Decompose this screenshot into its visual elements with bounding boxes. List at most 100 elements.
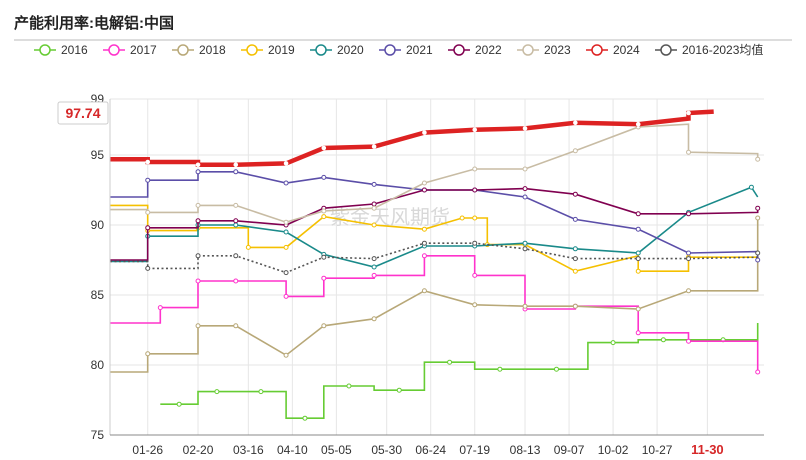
legend-swatch-marker	[384, 44, 396, 56]
x-tick-label: 09-07	[554, 443, 585, 457]
legend-swatch-marker	[591, 44, 603, 56]
series-marker-2023	[755, 156, 761, 162]
legend-label: 2022	[475, 43, 502, 57]
series-marker-2024	[472, 127, 478, 133]
x-tick-label: 02-20	[183, 443, 214, 457]
series-marker-2018	[321, 323, 327, 329]
series-marker-2022	[195, 218, 201, 224]
legend-label: 2016	[61, 43, 88, 57]
series-marker-2016	[214, 389, 220, 395]
series-marker-2022	[572, 191, 578, 197]
series-group	[110, 109, 761, 421]
series-marker-2021	[371, 181, 377, 187]
x-tick-label: 07-19	[459, 443, 490, 457]
series-marker-2018	[145, 351, 151, 357]
series-marker-2024	[422, 130, 427, 135]
series-marker-2016-2023均值	[635, 256, 641, 262]
legend-swatch-marker	[660, 44, 672, 56]
series-marker-2016	[346, 383, 352, 389]
series-marker-2023	[195, 202, 201, 208]
series-marker-2016-2023均值	[522, 246, 528, 252]
series-marker-2023	[522, 166, 528, 172]
series-marker-2024	[195, 162, 201, 168]
series-marker-2016-2023均值	[233, 253, 239, 259]
y-tick-label: 90	[91, 218, 105, 232]
series-marker-2018	[572, 303, 578, 309]
series-marker-2020	[233, 222, 239, 228]
legend-item-2016-2023均值[interactable]: 2016-2023均值	[655, 42, 763, 57]
series-marker-2021	[195, 169, 201, 175]
series-marker-2023	[686, 149, 692, 155]
series-marker-2019	[371, 222, 377, 228]
series-marker-2023	[321, 208, 327, 214]
legend-item-2024[interactable]: 2024	[586, 43, 640, 57]
series-marker-2023	[145, 209, 151, 215]
legend-item-2020[interactable]: 2020	[310, 43, 364, 57]
series-marker-2017	[472, 272, 478, 278]
legend-label: 2021	[406, 43, 433, 57]
series-marker-2018	[522, 303, 528, 309]
series-marker-2022	[755, 205, 761, 211]
x-tick-label: 03-16	[233, 443, 264, 457]
series-marker-2016-2023均值	[283, 270, 289, 276]
series-marker-2021	[522, 194, 528, 200]
y-tick-label: 85	[91, 288, 105, 302]
x-tick-label: 05-05	[321, 443, 352, 457]
series-marker-2024	[371, 144, 377, 149]
x-tick-label: 08-13	[510, 443, 541, 457]
legend-swatch-marker	[315, 44, 327, 56]
series-marker-2023	[233, 202, 239, 208]
series-marker-2017	[233, 278, 239, 284]
legend-label: 2016-2023均值	[682, 42, 763, 57]
series-marker-2024	[233, 162, 239, 168]
series-marker-2017	[195, 278, 201, 284]
series-marker-2024	[321, 145, 327, 151]
legend-item-2016[interactable]: 2016	[34, 43, 88, 57]
legend-item-2017[interactable]: 2017	[103, 43, 157, 57]
legend-swatch-marker	[453, 44, 465, 56]
series-marker-2023	[283, 219, 289, 225]
series-marker-2017	[686, 338, 692, 344]
series-marker-2019	[635, 268, 641, 274]
series-marker-2022	[686, 211, 692, 217]
series-line-2016	[160, 323, 759, 420]
series-marker-2016-2023均值	[371, 256, 377, 262]
legend-swatch-marker	[39, 44, 51, 56]
series-marker-2021	[755, 257, 761, 263]
series-marker-2019	[472, 215, 478, 221]
series-marker-2017	[755, 369, 761, 375]
series-line-2023	[110, 123, 759, 224]
series-marker-2019	[572, 268, 578, 274]
legend-item-2021[interactable]: 2021	[379, 43, 433, 57]
legend-item-2022[interactable]: 2022	[448, 43, 502, 57]
series-line-2016-2023均值	[110, 242, 759, 274]
series-marker-2016	[176, 401, 182, 407]
series-marker-2018	[472, 302, 478, 308]
series-marker-2024	[573, 120, 578, 126]
series-marker-2022	[233, 218, 239, 224]
legend-item-2018[interactable]: 2018	[172, 43, 226, 57]
series-marker-2018	[195, 323, 201, 329]
series-marker-2021	[321, 174, 327, 180]
y-tick-label: 75	[91, 428, 105, 442]
series-marker-2017	[157, 305, 163, 311]
legend-label: 2020	[337, 43, 364, 57]
series-marker-2016-2023均值	[472, 240, 478, 246]
series-marker-2017	[283, 293, 289, 299]
series-marker-2016	[447, 359, 453, 365]
x-tick-label: 06-24	[415, 443, 446, 457]
legend-swatch-marker	[246, 44, 258, 56]
series-marker-2021	[233, 169, 239, 175]
series-marker-2017	[371, 272, 377, 278]
legend-item-2019[interactable]: 2019	[241, 43, 295, 57]
series-marker-2016-2023均值	[572, 256, 578, 262]
series-marker-2019	[459, 215, 465, 221]
series-marker-2021	[572, 216, 578, 222]
legend-item-2023[interactable]: 2023	[517, 43, 571, 57]
series-marker-2018	[371, 316, 377, 322]
series-marker-2016-2023均值	[755, 250, 761, 256]
series-marker-2016-2023均值	[145, 265, 151, 271]
series-marker-2019	[421, 226, 427, 232]
series-marker-2016	[660, 337, 666, 343]
series-marker-2024	[635, 121, 641, 127]
